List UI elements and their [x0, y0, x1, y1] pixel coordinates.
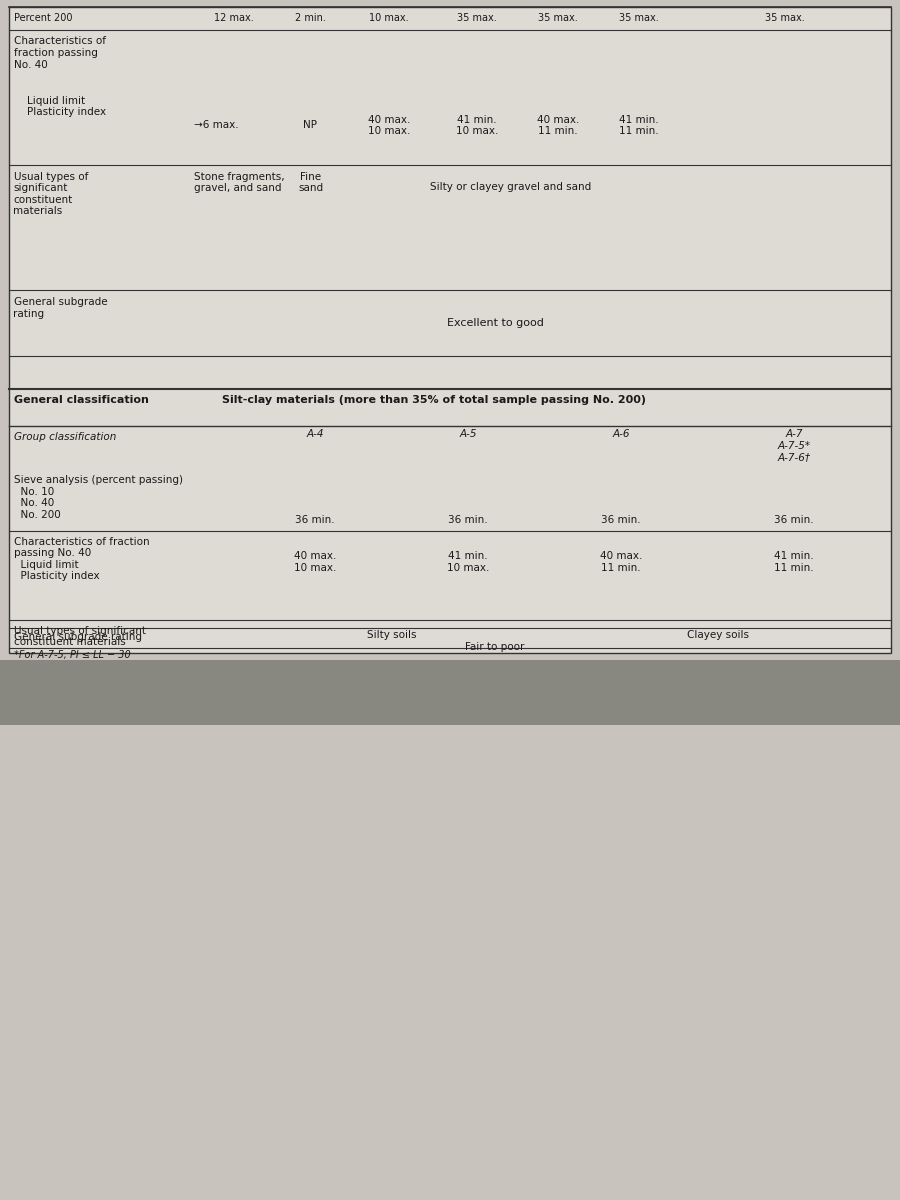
Text: 41 min.
10 max.: 41 min. 10 max.: [446, 551, 490, 572]
Text: Liquid limit
Plasticity index: Liquid limit Plasticity index: [27, 96, 106, 118]
Text: *For A-7-5, PI ≤ LL − 30
†For A-7-6, PI > LL. – 30: *For A-7-5, PI ≤ LL − 30 †For A-7-6, PI …: [14, 650, 130, 672]
Text: 36 min.: 36 min.: [448, 515, 488, 524]
Text: 41 min.
10 max.: 41 min. 10 max.: [455, 115, 499, 136]
Text: Usual types of
significant
constituent
materials: Usual types of significant constituent m…: [14, 172, 88, 216]
Text: 35 max.: 35 max.: [457, 13, 497, 23]
Bar: [0, 660, 900, 725]
Text: 35 max.: 35 max.: [765, 13, 806, 23]
Text: Percent 200: Percent 200: [14, 13, 72, 23]
Text: A-6: A-6: [612, 428, 630, 439]
Text: General subgrade rating: General subgrade rating: [14, 632, 141, 642]
Text: →6 max.: →6 max.: [194, 120, 238, 131]
Text: 40 max.
11 min.: 40 max. 11 min.: [536, 115, 580, 136]
Text: 40 max.
10 max.: 40 max. 10 max.: [293, 551, 337, 572]
Text: General subgrade
rating: General subgrade rating: [14, 296, 107, 318]
Text: 36 min.: 36 min.: [774, 515, 814, 524]
Text: Excellent to good: Excellent to good: [446, 318, 544, 329]
Text: Silty or clayey gravel and sand: Silty or clayey gravel and sand: [430, 181, 591, 192]
Text: 35 max.: 35 max.: [538, 13, 578, 23]
Text: 40 max.
10 max.: 40 max. 10 max.: [368, 115, 410, 136]
Text: 36 min.: 36 min.: [601, 515, 641, 524]
Text: A-5: A-5: [459, 428, 477, 439]
Text: NP: NP: [303, 120, 318, 131]
Text: Fine
sand: Fine sand: [298, 172, 323, 193]
Text: 36 min.: 36 min.: [295, 515, 335, 524]
Text: Characteristics of fraction
passing No. 40
  Liquid limit
  Plasticity index: Characteristics of fraction passing No. …: [14, 536, 149, 581]
Text: Silty soils: Silty soils: [367, 630, 416, 641]
Text: General classification: General classification: [14, 395, 149, 404]
Text: 2 min.: 2 min.: [295, 13, 326, 23]
Text: 41 min.
11 min.: 41 min. 11 min.: [774, 551, 814, 572]
Text: 10 max.: 10 max.: [369, 13, 410, 23]
Text: Fair to poor: Fair to poor: [465, 642, 525, 652]
Text: Usual types of significant
constituent materials: Usual types of significant constituent m…: [14, 625, 146, 647]
Text: A-4: A-4: [306, 428, 324, 439]
Text: Silt-clay materials (more than 35% of total sample passing No. 200): Silt-clay materials (more than 35% of to…: [222, 395, 646, 404]
Text: 40 max.
11 min.: 40 max. 11 min.: [599, 551, 643, 572]
Text: Stone fragments,
gravel, and sand: Stone fragments, gravel, and sand: [194, 172, 284, 193]
Text: Group classification: Group classification: [14, 432, 116, 443]
Text: 12 max.: 12 max.: [214, 13, 254, 23]
Text: 41 min.
11 min.: 41 min. 11 min.: [619, 115, 659, 136]
Text: A-7
A-7-5*
A-7-6†: A-7 A-7-5* A-7-6†: [778, 428, 811, 462]
Text: Sieve analysis (percent passing)
  No. 10
  No. 40
  No. 200: Sieve analysis (percent passing) No. 10 …: [14, 475, 183, 520]
Text: 35 max.: 35 max.: [619, 13, 659, 23]
Text: Characteristics of
fraction passing
No. 40: Characteristics of fraction passing No. …: [14, 36, 105, 70]
Text: Clayey soils: Clayey soils: [687, 630, 749, 641]
